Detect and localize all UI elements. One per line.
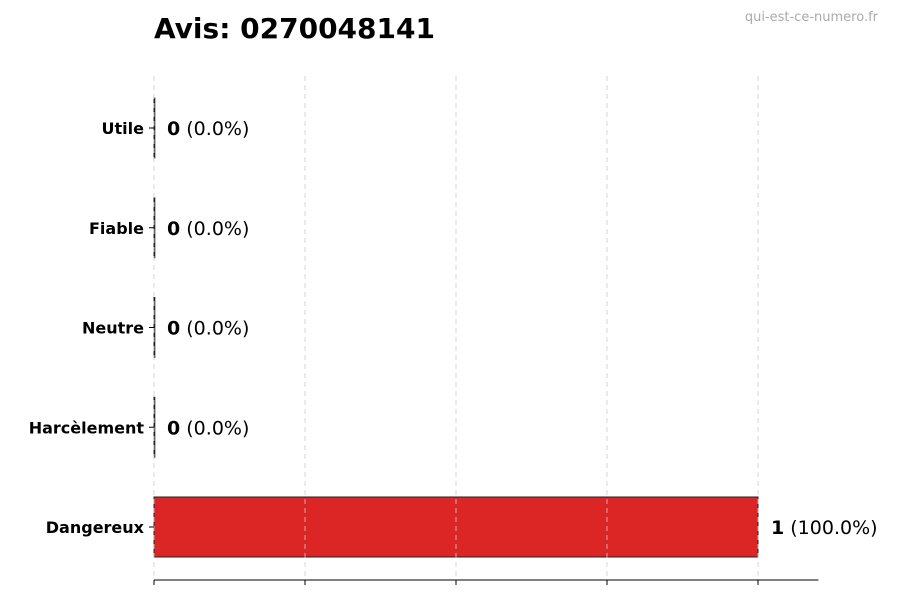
data-label: 0 (0.0%) <box>167 218 249 240</box>
data-label: 0 (0.0%) <box>167 118 249 140</box>
y-tick-label: Neutre <box>82 319 144 338</box>
y-tick-label: Harcèlement <box>29 418 145 437</box>
watermark: qui-est-ce-numero.fr <box>744 10 878 25</box>
y-tick-label: Dangereux <box>46 518 145 537</box>
y-tick-label: Utile <box>102 119 145 138</box>
data-label: 1 (100.0%) <box>771 517 878 539</box>
y-tick-label: Fiable <box>89 219 144 238</box>
data-label: 0 (0.0%) <box>167 318 249 340</box>
chart-title: Avis: 0270048141 <box>154 12 435 45</box>
data-label: 0 (0.0%) <box>167 417 249 439</box>
